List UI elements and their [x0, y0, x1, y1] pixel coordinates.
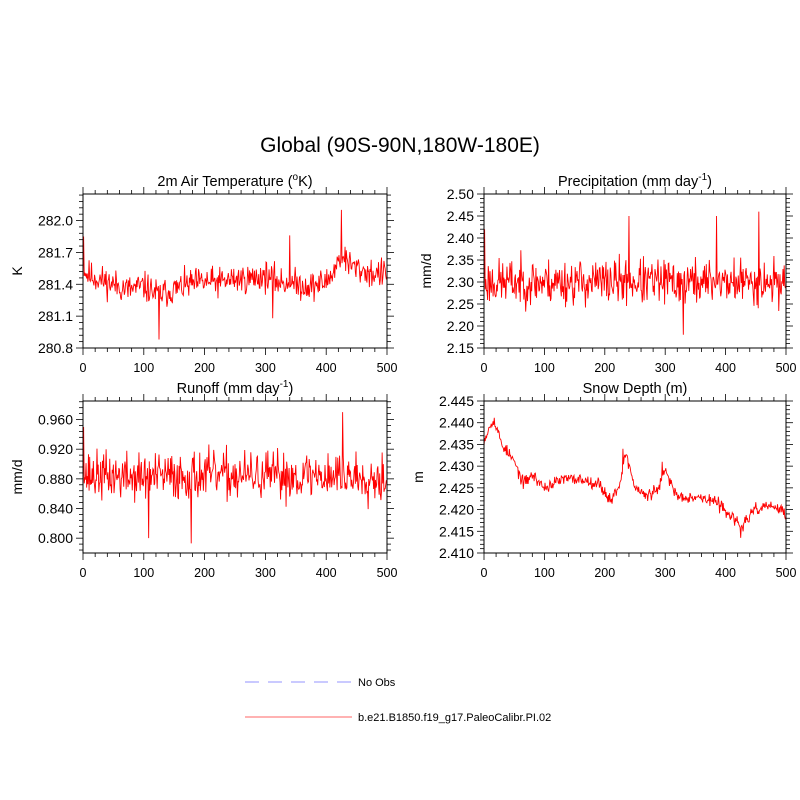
panel-runoff: 0 100 200 300 400 500 0.800 0.840 0.880 0.920 0.96…: [9, 379, 397, 580]
x-tick-label: 0: [481, 361, 488, 375]
x-tick-label: 500: [776, 566, 797, 580]
x-tick-label: 400: [316, 566, 337, 580]
y-tick-label: 0.920: [38, 441, 73, 457]
x-tick-label: 300: [255, 361, 276, 375]
y-tick-label: 0.840: [38, 501, 73, 517]
series-line-runoff: [83, 412, 387, 544]
series-line-snow-depth: [484, 417, 786, 538]
y-tick-label: 2.435: [439, 436, 474, 452]
series-line-precipitation: [484, 211, 786, 335]
legend-label-no-obs: No Obs: [358, 677, 396, 689]
series-line-temperature: [83, 209, 387, 340]
y-axis-label-runoff: mm/d: [9, 460, 25, 495]
y-tick-label: 0.960: [38, 412, 73, 428]
y-tick-label: 2.50: [447, 186, 474, 202]
panel-title-snow-depth: Snow Depth (m): [583, 381, 688, 397]
y-tick-label: 2.445: [439, 393, 474, 409]
y-tick-label: 2.15: [447, 340, 474, 356]
y-tick-label: 280.8: [38, 340, 73, 356]
figure-title: Global (90S-90N,180W-180E): [260, 134, 540, 157]
x-tick-label: 0: [80, 361, 87, 375]
x-tick-label: 400: [316, 361, 337, 375]
panel-title-runoff: Runoff (mm day-1): [177, 379, 294, 397]
x-tick-label: 200: [194, 361, 215, 375]
x-tick-label: 100: [133, 566, 154, 580]
x-tick-label: 300: [255, 566, 276, 580]
panel-temperature: 0 100 200 300 400 500 280.8 281.1 281.4 281.7 282.…: [9, 172, 397, 375]
y-tick-label: 2.420: [439, 502, 474, 518]
y-tick-label: 0.800: [38, 530, 73, 546]
legend: No Obs b.e21.B1850.f19_g17.PaleoCalibr.P…: [245, 677, 551, 724]
plot-frame-snow-depth: [483, 400, 787, 554]
x-tick-label: 100: [534, 566, 555, 580]
y-tick-label: 2.440: [439, 415, 474, 431]
y-tick-label: 281.1: [38, 308, 73, 324]
panel-snow-depth: 0 100 200 300 400 500 2.410 2.415 2.420 2.425 2.43…: [410, 381, 796, 580]
y-tick-label: 2.415: [439, 523, 474, 539]
x-tick-label: 100: [534, 361, 555, 375]
y-tick-label: 281.7: [38, 244, 73, 260]
y-tick-label: 2.45: [447, 208, 474, 224]
chart-panels: 0 100 200 300 400 500 280.8 281.1 281.4 281.7 282.…: [9, 172, 796, 580]
y-tick-label: 2.30: [447, 274, 474, 290]
x-tick-label: 200: [594, 566, 615, 580]
y-axis-label-temperature: K: [9, 266, 25, 276]
panel-title-precipitation: Precipitation (mm day-1): [558, 172, 712, 190]
y-tick-label: 2.425: [439, 480, 474, 496]
x-tick-label: 0: [80, 566, 87, 580]
y-tick-label: 2.410: [439, 545, 474, 561]
plot-frame-runoff: [82, 400, 388, 554]
y-tick-label: 0.880: [38, 471, 73, 487]
y-tick-label: 2.25: [447, 296, 474, 312]
plot-frame-temperature: [82, 193, 388, 349]
plot-frame-precipitation: [483, 193, 787, 349]
y-tick-label: 281.4: [38, 276, 73, 292]
y-axis-label-snow-depth: m: [410, 471, 426, 483]
x-tick-label: 500: [776, 361, 797, 375]
y-tick-label: 282.0: [38, 213, 73, 229]
panel-precipitation: 0 100 200 300 400 500 2.15 2.20 2.25 2.30 2.35 2.40…: [418, 172, 797, 375]
x-tick-label: 100: [133, 361, 154, 375]
x-tick-label: 500: [377, 566, 398, 580]
legend-label-model: b.e21.B1850.f19_g17.PaleoCalibr.PI.02: [358, 712, 551, 724]
x-tick-label: 500: [377, 361, 398, 375]
x-tick-label: 400: [715, 566, 736, 580]
y-tick-label: 2.40: [447, 230, 474, 246]
panel-title-temperature: 2m Air Temperature (oK): [157, 172, 312, 190]
x-tick-label: 200: [194, 566, 215, 580]
y-tick-label: 2.430: [439, 458, 474, 474]
y-axis-label-precipitation: mm/d: [418, 254, 434, 289]
y-tick-label: 2.20: [447, 318, 474, 334]
y-tick-label: 2.35: [447, 252, 474, 268]
x-tick-label: 400: [715, 361, 736, 375]
x-tick-label: 300: [655, 361, 676, 375]
x-tick-label: 300: [655, 566, 676, 580]
x-tick-label: 200: [594, 361, 615, 375]
x-tick-label: 0: [481, 566, 488, 580]
